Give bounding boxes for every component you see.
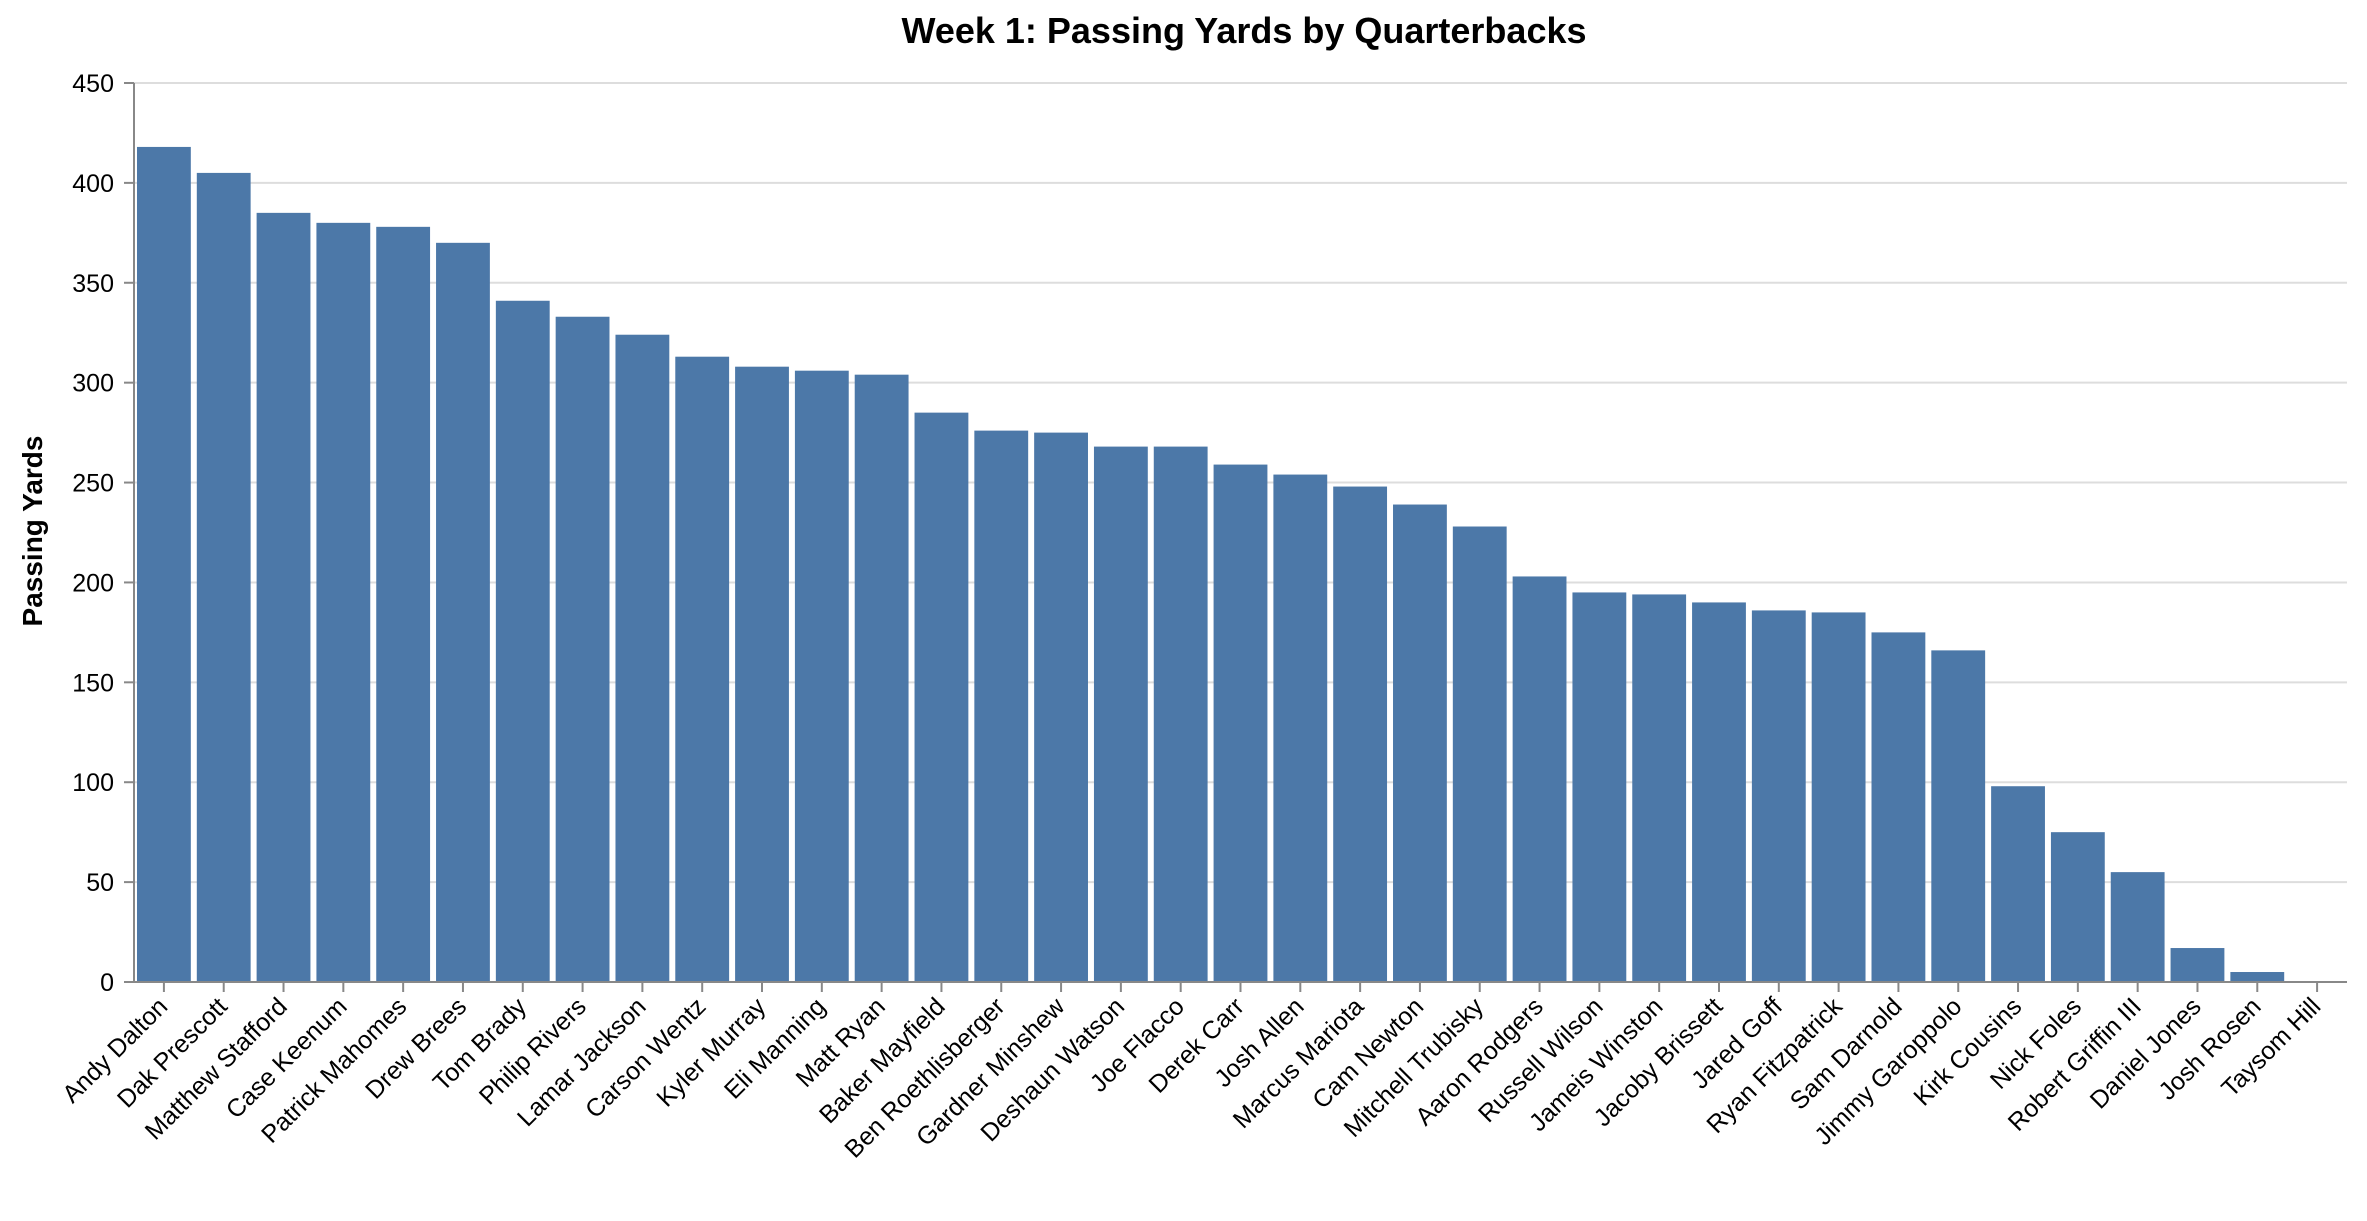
y-tick-label: 350	[72, 270, 114, 298]
y-tick-label: 50	[86, 869, 114, 897]
bar	[1572, 592, 1627, 982]
bar	[1512, 576, 1567, 982]
y-tick-label: 250	[72, 470, 114, 498]
y-tick-label: 300	[72, 370, 114, 398]
bar	[914, 412, 969, 983]
bar	[376, 226, 431, 983]
bar	[316, 222, 371, 982]
bar	[2050, 832, 2105, 982]
y-tick-label: 0	[100, 969, 114, 997]
bar	[854, 374, 909, 983]
bar	[1811, 612, 1866, 982]
bar	[136, 146, 191, 982]
bar	[974, 430, 1029, 982]
y-tick-label: 100	[72, 769, 114, 797]
bars	[136, 146, 2285, 983]
bar	[436, 242, 490, 983]
bar	[1692, 602, 1746, 982]
bar	[196, 172, 251, 982]
bar	[1452, 526, 1507, 982]
y-axis: 0 50 100 150 200 250 300 350 400 450	[72, 70, 135, 997]
bar	[735, 366, 789, 982]
y-tick-label: 200	[72, 569, 114, 597]
bar	[794, 370, 849, 982]
bar	[1213, 464, 1268, 982]
bar	[1931, 650, 1986, 982]
bar	[1991, 786, 2045, 982]
bar	[2230, 972, 2285, 982]
bar	[1273, 474, 1328, 982]
bar	[2170, 948, 2225, 982]
bar	[1751, 610, 1806, 982]
bar	[675, 356, 730, 982]
y-tick-label: 150	[72, 669, 114, 697]
y-tick-label: 450	[72, 70, 114, 98]
bar	[256, 212, 311, 982]
bar	[1034, 432, 1088, 983]
bar	[555, 316, 610, 982]
bar	[1153, 446, 1208, 982]
chart-title: Week 1: Passing Yards by Quarterbacks	[901, 10, 1586, 51]
bar	[1632, 594, 1687, 982]
bar	[495, 300, 550, 982]
bar	[2110, 872, 2165, 982]
bar	[615, 334, 670, 983]
bar	[1093, 446, 1148, 982]
y-axis-title: Passing Yards	[17, 436, 48, 627]
y-tick-label: 400	[72, 170, 114, 198]
bar	[1393, 504, 1447, 982]
bar	[1871, 632, 1926, 982]
bar	[1333, 486, 1388, 982]
